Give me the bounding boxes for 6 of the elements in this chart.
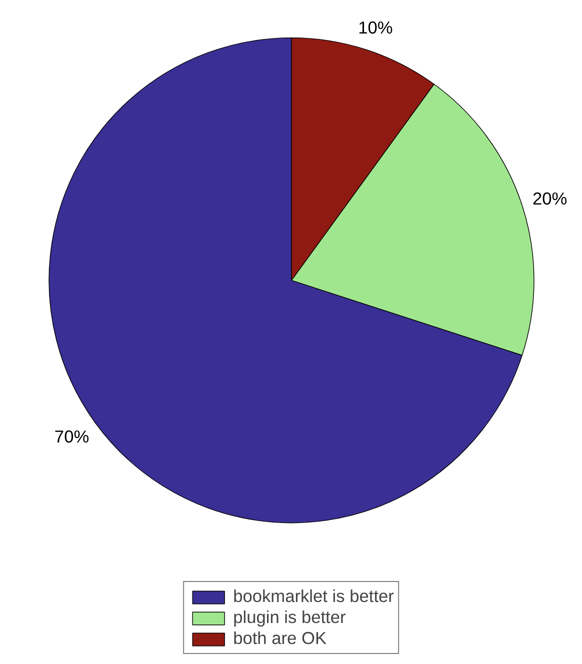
legend-label: plugin is better bbox=[233, 607, 346, 628]
legend-label: bookmarklet is better bbox=[233, 586, 394, 607]
data-label: 20% bbox=[532, 188, 568, 208]
legend-label: both are OK bbox=[233, 628, 327, 649]
data-label: 10% bbox=[358, 18, 393, 38]
data-label: 70% bbox=[54, 426, 90, 446]
